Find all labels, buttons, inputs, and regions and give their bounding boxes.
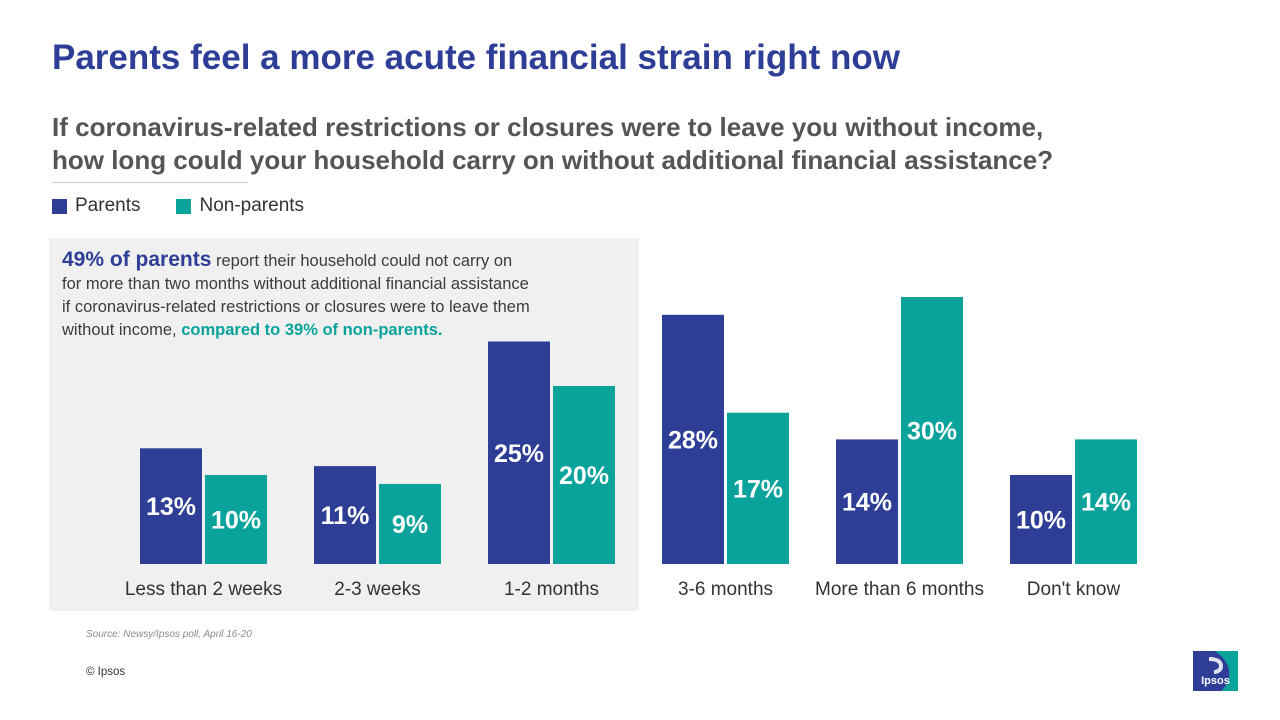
bar-parents-3 <box>662 314 724 564</box>
data-label-parents-2: 25% <box>494 440 544 468</box>
question-line-2: how long could your household carry on w… <box>52 145 1054 175</box>
chart-question: If coronavirus-related restrictions or c… <box>52 111 1053 177</box>
data-label-non-parents-3: 17% <box>733 475 783 503</box>
bar-non-parents-5 <box>1075 439 1137 564</box>
legend-label-non-parents: Non-parents <box>199 195 305 216</box>
divider <box>52 182 248 183</box>
legend-label-parents: Parents <box>75 195 141 216</box>
category-label-0: Less than 2 weeks <box>125 579 282 600</box>
callout-compare: compared to 39% of non-parents. <box>181 321 443 339</box>
source-note: Source: Newsy/Ipsos poll, April 16-20 <box>86 629 252 640</box>
callout-lead: 49% of parents <box>62 248 212 271</box>
category-label-4: More than 6 months <box>815 579 984 600</box>
bar-non-parents-1 <box>379 483 441 564</box>
data-label-non-parents-1: 9% <box>392 511 428 539</box>
bar-non-parents-4 <box>901 297 963 564</box>
data-label-parents-5: 10% <box>1016 507 1066 535</box>
data-label-non-parents-4: 30% <box>907 418 957 446</box>
legend-swatch-parents <box>52 198 67 214</box>
copyright: © Ipsos <box>86 666 126 678</box>
bar-parents-1 <box>314 466 376 564</box>
data-label-non-parents-0: 10% <box>211 507 261 535</box>
category-label-5: Don't know <box>1027 579 1121 600</box>
data-label-parents-3: 28% <box>668 426 718 454</box>
question-line-1: If coronavirus-related restrictions or c… <box>52 112 1044 142</box>
legend-item-parents: Parents <box>52 195 140 217</box>
bar-non-parents-2 <box>553 386 615 564</box>
category-label-1: 2-3 weeks <box>334 579 421 600</box>
legend: Parents Non-parents <box>52 195 304 217</box>
bar-parents-0 <box>140 448 202 564</box>
callout-body: report their household could not carry o… <box>62 252 530 339</box>
data-label-non-parents-2: 20% <box>559 462 609 490</box>
bar-non-parents-3 <box>727 412 789 564</box>
logo-text: Ipsos <box>1201 675 1230 687</box>
data-label-parents-4: 14% <box>842 489 892 517</box>
ipsos-logo: Ipsos <box>1193 651 1238 691</box>
bar-non-parents-0 <box>205 475 267 564</box>
bar-parents-2 <box>488 341 550 564</box>
bar-parents-5 <box>1010 475 1072 564</box>
callout-text: 49% of parents report their household co… <box>62 248 532 342</box>
data-label-parents-1: 11% <box>321 502 370 530</box>
page-title: Parents feel a more acute financial stra… <box>52 38 901 77</box>
category-label-3: 3-6 months <box>678 579 773 600</box>
ipsos-logo-mark <box>1193 651 1238 691</box>
legend-swatch-non-parents <box>176 198 192 214</box>
bar-parents-4 <box>836 439 898 564</box>
data-label-parents-0: 13% <box>146 493 196 521</box>
legend-item-non-parents: Non-parents <box>176 195 304 217</box>
category-label-2: 1-2 months <box>504 579 599 600</box>
data-label-non-parents-5: 14% <box>1081 489 1131 517</box>
